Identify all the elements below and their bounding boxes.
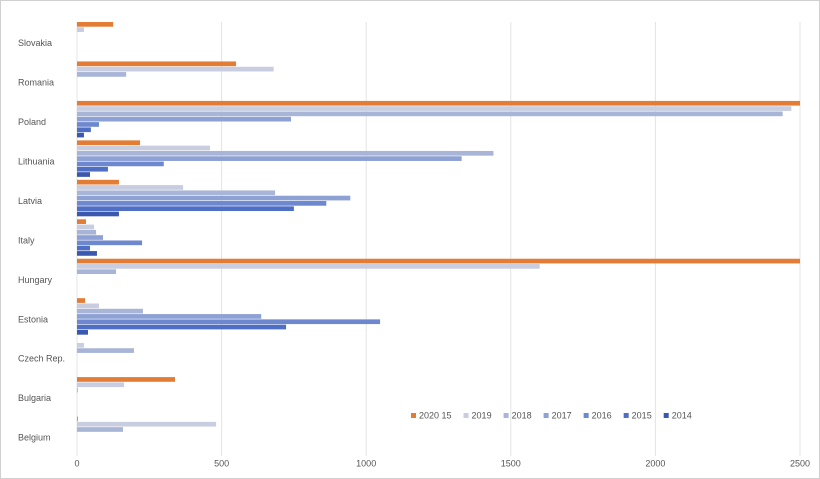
bar bbox=[77, 185, 184, 190]
legend-label: 2020 15 bbox=[419, 410, 452, 420]
legend-swatch bbox=[411, 413, 416, 418]
bar bbox=[77, 240, 143, 246]
bar bbox=[77, 377, 176, 382]
bar bbox=[77, 264, 540, 269]
x-tick-label: 2500 bbox=[790, 458, 810, 468]
bar bbox=[77, 258, 800, 264]
y-tick-label: Belgium bbox=[18, 433, 51, 443]
legend-label: 2015 bbox=[632, 410, 652, 420]
bar bbox=[77, 421, 217, 427]
bar bbox=[77, 348, 134, 353]
legend-swatch bbox=[463, 413, 469, 418]
y-tick-label: Italy bbox=[18, 235, 35, 245]
bar bbox=[77, 116, 292, 122]
x-tick-label: 500 bbox=[214, 458, 229, 468]
bar bbox=[77, 195, 351, 201]
bar bbox=[77, 342, 84, 348]
y-tick-label: Poland bbox=[18, 117, 46, 127]
bar bbox=[77, 219, 86, 224]
legend-swatch bbox=[623, 413, 629, 418]
bar bbox=[77, 140, 141, 146]
bar bbox=[77, 27, 84, 32]
bar bbox=[77, 314, 262, 319]
bar bbox=[77, 303, 99, 309]
y-tick-label: Slovakia bbox=[18, 38, 52, 48]
y-tick-label: Hungary bbox=[18, 275, 53, 285]
bar bbox=[77, 251, 97, 256]
bar bbox=[77, 245, 91, 251]
bar bbox=[77, 127, 91, 133]
bar bbox=[77, 298, 86, 303]
bar bbox=[77, 166, 108, 172]
bar bbox=[77, 427, 123, 432]
legend-label: 2019 bbox=[472, 410, 492, 420]
y-tick-label: Romania bbox=[18, 78, 54, 88]
bar bbox=[77, 235, 104, 240]
bar bbox=[77, 66, 274, 72]
bar bbox=[77, 145, 211, 151]
bar bbox=[77, 100, 800, 106]
bar bbox=[77, 224, 95, 230]
bar bbox=[77, 22, 114, 27]
bar bbox=[77, 206, 294, 212]
bar bbox=[77, 179, 119, 185]
bar bbox=[77, 201, 327, 206]
legend-swatch bbox=[663, 413, 669, 418]
bar bbox=[77, 308, 143, 314]
bar bbox=[77, 122, 99, 127]
bar bbox=[77, 61, 237, 67]
bar bbox=[77, 72, 127, 77]
bar bbox=[77, 416, 78, 422]
bar bbox=[77, 329, 88, 335]
x-tick-label: 0 bbox=[74, 458, 79, 468]
bar bbox=[77, 269, 117, 275]
x-tick-label: 1500 bbox=[501, 458, 521, 468]
bar bbox=[77, 161, 164, 167]
bar bbox=[77, 319, 381, 325]
bar bbox=[77, 172, 91, 177]
bar bbox=[77, 229, 97, 235]
y-tick-label: Latvia bbox=[18, 196, 42, 206]
y-tick-label: Estonia bbox=[18, 314, 48, 324]
legend-label: 2016 bbox=[592, 410, 612, 420]
legend-swatch bbox=[583, 413, 589, 418]
bar bbox=[77, 190, 276, 196]
legend-label: 2017 bbox=[552, 410, 572, 420]
bar bbox=[77, 324, 287, 330]
legend-swatch bbox=[503, 413, 509, 418]
bar bbox=[77, 211, 119, 217]
x-tick-label: 2000 bbox=[645, 458, 665, 468]
bar bbox=[77, 150, 494, 156]
x-tick-label: 1000 bbox=[356, 458, 376, 468]
legend-label: 2014 bbox=[672, 410, 692, 420]
legend-swatch bbox=[543, 413, 549, 418]
bar bbox=[77, 387, 78, 393]
bar bbox=[77, 132, 84, 138]
y-tick-label: Lithuania bbox=[18, 156, 55, 166]
bar bbox=[77, 156, 462, 161]
y-tick-label: Czech Rep. bbox=[18, 354, 65, 364]
y-tick-label: Bulgaria bbox=[18, 393, 51, 403]
bar bbox=[77, 111, 783, 117]
bar bbox=[77, 106, 792, 111]
legend-label: 2018 bbox=[512, 410, 532, 420]
bar bbox=[77, 382, 125, 388]
